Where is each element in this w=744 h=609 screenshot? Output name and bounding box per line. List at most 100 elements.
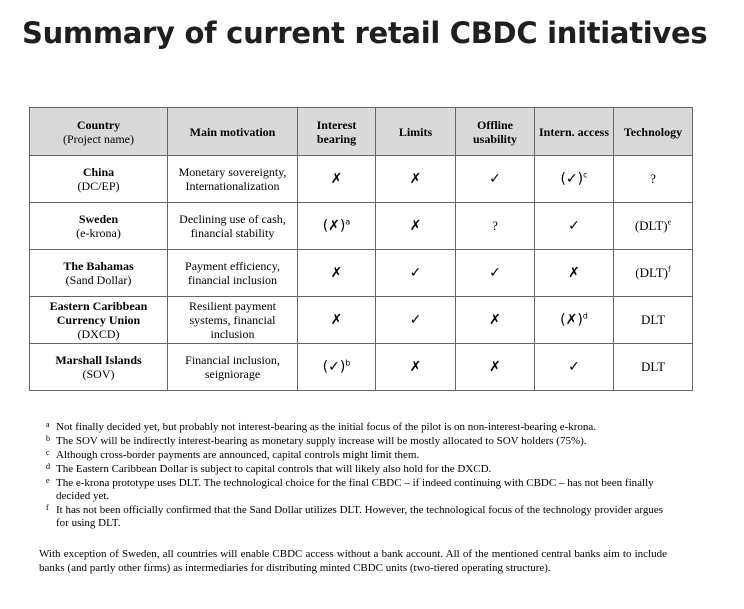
header-intern: Intern. access — [534, 107, 614, 156]
country-cell: The Bahamas (Sand Dollar) — [29, 249, 168, 297]
country-cell: China (DC/EP) — [29, 155, 168, 203]
offline-cell: ? — [455, 202, 535, 250]
technology-value: (DLT) — [634, 218, 668, 233]
header-limits: Limits — [375, 107, 456, 156]
interest-value: (✗) — [322, 218, 346, 234]
footnote: c Although cross-border payments are anno… — [46, 448, 676, 462]
header-interest: Interest bearing — [297, 107, 376, 156]
country-name: Marshall Islands — [55, 353, 142, 367]
cbdc-summary-table: Country (Project name) Main motivation I… — [29, 107, 693, 391]
footnote-mark: b — [46, 434, 50, 443]
table-row: Marshall Islands (SOV) Financial inclusi… — [29, 343, 693, 391]
intern-value: ✓ — [568, 218, 580, 234]
interest-value: (✓) — [322, 359, 346, 375]
offline-cell: ✗ — [455, 343, 535, 391]
technology-cell: DLT — [613, 296, 693, 344]
footnote-mark: c — [46, 448, 50, 457]
intern-cell: ✗ — [534, 249, 614, 297]
footnote-text: The Eastern Caribbean Dollar is subject … — [56, 463, 492, 475]
interest-value: ✗ — [330, 171, 343, 187]
intern-value: (✗) — [560, 312, 583, 328]
country-cell: Sweden (e-krona) — [29, 202, 168, 250]
footnote-text: Not finally decided yet, but probably no… — [56, 421, 597, 433]
technology-value: DLT — [640, 359, 666, 374]
offline-cell: ✓ — [455, 155, 535, 203]
intern-cell: (✓)c — [534, 155, 614, 203]
project-name: (e-krona) — [76, 226, 121, 240]
table-header-row: Country (Project name) Main motivation I… — [29, 107, 693, 156]
intern-value: (✓) — [560, 171, 584, 187]
table-row: Eastern Caribbean Currency Union (DXCD) … — [29, 296, 693, 344]
project-name: (SOV) — [82, 367, 115, 381]
technology-footnote-ref: e — [667, 217, 672, 227]
country-cell: Marshall Islands (SOV) — [29, 343, 168, 391]
page-title: Summary of current retail CBDC initiativ… — [22, 16, 708, 50]
project-name: (Sand Dollar) — [65, 273, 132, 287]
footnote-text: The SOV will be indirectly interest-bear… — [56, 435, 587, 447]
offline-cell: ✗ — [455, 296, 535, 344]
interest-footnote-ref: b — [345, 358, 351, 368]
technology-value: (DLT) — [635, 265, 669, 280]
interest-value: ✗ — [330, 265, 343, 281]
project-name: (DC/EP) — [77, 179, 120, 193]
technology-cell: (DLT)e — [613, 202, 693, 250]
footnote-mark: f — [46, 503, 49, 512]
intern-footnote-ref: c — [583, 170, 588, 180]
footnote: e The e-krona prototype uses DLT. The tec… — [46, 476, 676, 503]
intern-cell: (✗)d — [534, 296, 614, 344]
limits-cell: ✗ — [375, 202, 456, 250]
header-offline: Offline usability — [455, 107, 535, 156]
footnote: f It has not been officially confirmed th… — [46, 503, 676, 530]
table-row: Sweden (e-krona) Declining use of cash, … — [29, 202, 693, 250]
intern-footnote-ref: d — [582, 311, 588, 321]
interest-cell: (✗)a — [297, 202, 376, 250]
motivation-cell: Declining use of cash, financial stabili… — [167, 202, 298, 250]
footnote: b The SOV will be indirectly interest-bea… — [46, 434, 676, 448]
footnote-mark: d — [46, 462, 50, 471]
interest-footnote-ref: a — [345, 217, 351, 227]
limits-cell: ✗ — [375, 343, 456, 391]
footnote-text: It has not been officially confirmed tha… — [56, 504, 664, 529]
footnote-mark: a — [46, 420, 50, 429]
technology-cell: DLT — [613, 343, 693, 391]
motivation-cell: Resilient payment systems, financial inc… — [167, 296, 298, 344]
limits-cell: ✗ — [375, 155, 456, 203]
country-cell: Eastern Caribbean Currency Union (DXCD) — [29, 296, 168, 344]
country-name: China — [82, 165, 115, 179]
header-motivation: Main motivation — [167, 107, 298, 156]
project-name: (DXCD) — [77, 327, 120, 341]
interest-value: ✗ — [330, 312, 343, 328]
table-row: China (DC/EP) Monetary sovereignty, Inte… — [29, 155, 693, 203]
header-country-label: Country — [76, 117, 121, 132]
motivation-cell: Financial inclusion, seigniorage — [167, 343, 298, 391]
intern-value: ✗ — [568, 265, 580, 281]
country-name: The Bahamas — [63, 259, 134, 273]
technology-cell: ? — [613, 155, 693, 203]
limits-cell: ✓ — [375, 296, 456, 344]
footnote-mark: e — [46, 476, 50, 485]
intern-cell: ✓ — [534, 202, 614, 250]
limits-cell: ✓ — [375, 249, 456, 297]
header-country: Country (Project name) — [29, 107, 168, 156]
footnote: d The Eastern Caribbean Dollar is subject… — [46, 462, 676, 476]
technology-cell: (DLT)f — [613, 249, 693, 297]
intern-cell: ✓ — [534, 343, 614, 391]
interest-cell: ✗ — [297, 249, 376, 297]
interest-cell: ✗ — [297, 296, 376, 344]
footnote-text: Although cross-border payments are annou… — [56, 449, 420, 461]
interest-cell: ✗ — [297, 155, 376, 203]
technology-value: ? — [650, 171, 656, 186]
interest-cell: (✓)b — [297, 343, 376, 391]
technology-footnote-ref: f — [668, 264, 671, 274]
closing-paragraph: With exception of Sweden, all countries … — [39, 548, 667, 574]
header-project-label: (Project name) — [63, 131, 134, 146]
motivation-cell: Payment efficiency, financial inclusion — [167, 249, 298, 297]
footnote: a Not finally decided yet, but probably n… — [46, 420, 676, 434]
intern-value: ✓ — [568, 359, 580, 375]
motivation-cell: Monetary sovereignty, Internationalizati… — [167, 155, 298, 203]
country-name: Eastern Caribbean Currency Union — [49, 299, 148, 327]
footnotes: a Not finally decided yet, but probably n… — [46, 420, 676, 531]
table-row: The Bahamas (Sand Dollar) Payment effici… — [29, 249, 693, 297]
offline-cell: ✓ — [455, 249, 535, 297]
footnote-text: The e-krona prototype uses DLT. The tech… — [56, 477, 654, 502]
